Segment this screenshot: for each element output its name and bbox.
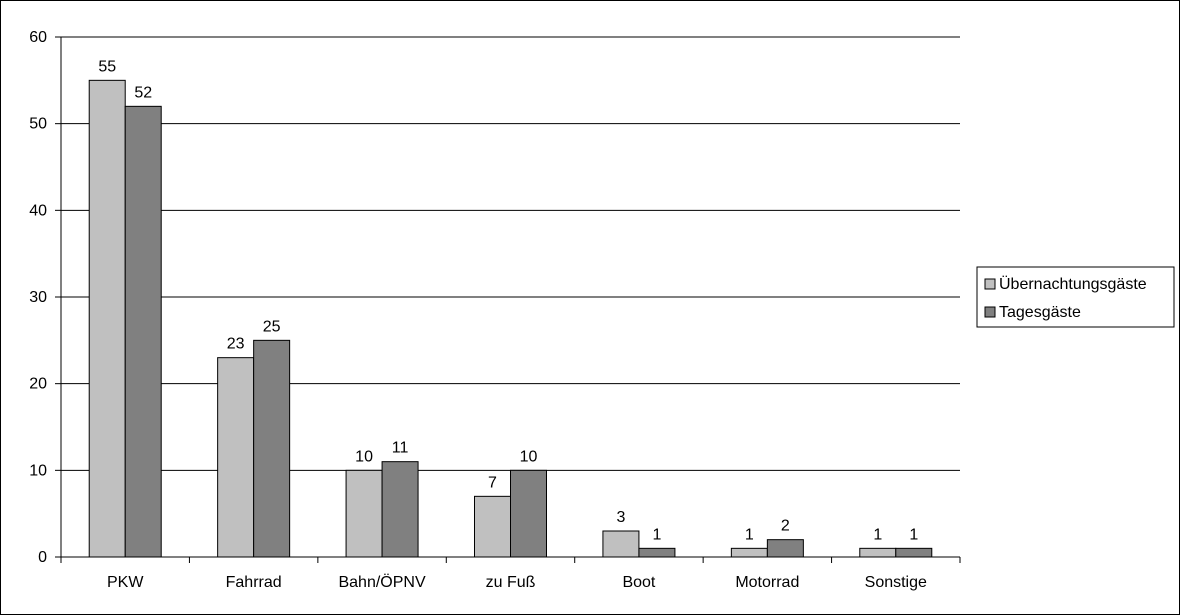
x-category-label: Sonstige: [865, 574, 927, 591]
bar-tagesgaeste: [124, 105, 162, 558]
x-category-label: PKW: [107, 574, 144, 591]
data-label: 2: [781, 518, 790, 535]
bar-uebernachtungsgaeste: [88, 79, 126, 558]
gridlines: [61, 36, 960, 471]
x-category-label: Boot: [622, 574, 655, 591]
data-label: 7: [488, 474, 497, 491]
bar-tagesgaeste: [766, 539, 804, 558]
legend-box: [976, 266, 1175, 328]
data-label: 1: [909, 526, 918, 543]
bar-tagesgaeste: [381, 461, 419, 558]
labels: 01020304050605552PKW2325Fahrrad1011Bahn/…: [29, 29, 927, 591]
y-tick-label: 50: [29, 116, 47, 133]
data-label: 55: [98, 58, 116, 75]
y-tick-label: 30: [29, 289, 47, 306]
legend-swatch: [984, 306, 996, 318]
legend-swatch: [984, 278, 996, 290]
bar-uebernachtungsgaeste: [730, 547, 768, 558]
data-label: 10: [520, 448, 538, 465]
y-tick-label: 10: [29, 462, 47, 479]
y-tick-label: 60: [29, 29, 47, 46]
data-label: 52: [134, 84, 152, 101]
data-label: 23: [227, 336, 245, 353]
data-label: 10: [355, 448, 373, 465]
y-tick-label: 20: [29, 376, 47, 393]
y-tick-label: 40: [29, 202, 47, 219]
bar-tagesgaeste: [895, 547, 933, 558]
bar-uebernachtungsgaeste: [345, 469, 383, 558]
data-label: 1: [745, 526, 754, 543]
bar-uebernachtungsgaeste: [217, 357, 255, 558]
data-label: 25: [263, 318, 281, 335]
legend-label: Übernachtungsgäste: [999, 275, 1147, 293]
bar-tagesgaeste: [638, 547, 676, 558]
bar-tagesgaeste: [510, 469, 547, 558]
y-tick-label: 0: [38, 549, 47, 566]
data-label: 11: [392, 440, 409, 457]
x-category-label: Bahn/ÖPNV: [338, 573, 425, 591]
data-label: 3: [616, 509, 625, 526]
bar-uebernachtungsgaeste: [602, 530, 640, 558]
data-label: 1: [873, 526, 882, 543]
x-category-label: Motorrad: [735, 574, 799, 591]
bar-uebernachtungsgaeste: [859, 547, 897, 558]
bar-tagesgaeste: [253, 339, 291, 558]
data-label: 1: [652, 526, 661, 543]
bar-uebernachtungsgaeste: [474, 495, 511, 558]
x-category-label: zu Fuß: [486, 574, 536, 591]
bars: [88, 79, 933, 558]
legend: Übernachtungsgäste Tagesgäste: [976, 266, 1175, 328]
axes: [55, 36, 961, 563]
x-category-label: Fahrrad: [226, 574, 282, 591]
legend-label: Tagesgäste: [999, 304, 1081, 321]
